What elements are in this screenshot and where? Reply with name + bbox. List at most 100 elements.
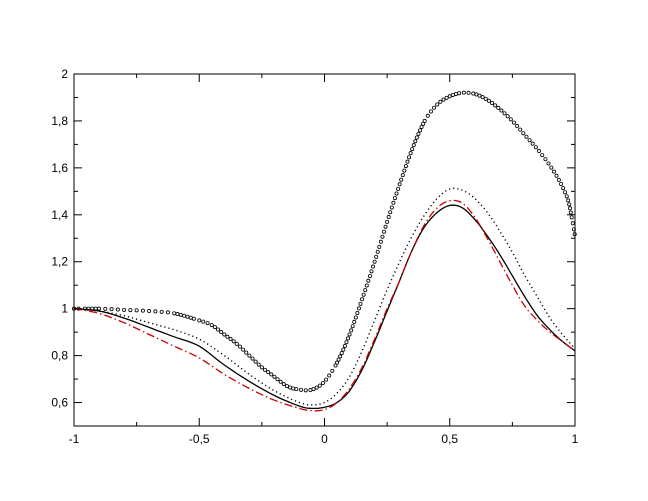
- data-point: [311, 387, 316, 392]
- data-point: [546, 161, 551, 166]
- data-point: [335, 360, 340, 365]
- data-point: [358, 301, 363, 306]
- data-point: [288, 385, 293, 390]
- data-point: [219, 330, 224, 335]
- data-point: [435, 102, 440, 107]
- data-point: [244, 350, 249, 355]
- data-point: [397, 182, 402, 187]
- data-point: [153, 309, 158, 314]
- data-point: [499, 108, 504, 113]
- data-point: [330, 368, 335, 373]
- data-point: [216, 327, 221, 332]
- x-tick-label: 0: [321, 432, 328, 446]
- data-point: [457, 91, 462, 96]
- data-point: [567, 202, 572, 207]
- data-point: [128, 308, 133, 313]
- y-tick-label: 1,4: [51, 208, 68, 222]
- data-point: [360, 297, 365, 302]
- data-point: [182, 313, 187, 318]
- data-point: [231, 339, 236, 344]
- data-point: [383, 224, 388, 229]
- y-tick-label: 1,8: [51, 114, 68, 128]
- data-point: [263, 367, 268, 372]
- data-point: [450, 92, 455, 97]
- data-point: [361, 292, 366, 297]
- data-point: [490, 100, 495, 105]
- data-point: [502, 111, 507, 116]
- data-point: [134, 308, 139, 313]
- data-point: [209, 323, 214, 328]
- data-point: [122, 307, 127, 312]
- data-point: [444, 95, 449, 100]
- series-line-dotted: [73, 187, 576, 406]
- data-point: [533, 145, 538, 150]
- data-point: [336, 357, 341, 362]
- data-point: [483, 96, 488, 101]
- data-point: [333, 363, 338, 368]
- data-point: [341, 347, 346, 352]
- data-point: [392, 196, 397, 201]
- data-point: [561, 186, 566, 191]
- data-point: [103, 306, 108, 311]
- data-point: [201, 319, 206, 324]
- data-point: [570, 221, 575, 226]
- data-point: [97, 306, 102, 311]
- data-point: [109, 307, 114, 312]
- data-point: [222, 332, 227, 337]
- data-point: [477, 93, 482, 98]
- data-point: [375, 249, 380, 254]
- data-point: [405, 159, 410, 164]
- data-point: [175, 312, 180, 317]
- data-point: [461, 90, 466, 95]
- data-point: [505, 114, 510, 119]
- data-point: [275, 377, 280, 382]
- data-point: [314, 385, 319, 390]
- data-point: [402, 168, 407, 173]
- y-tick-label: 2: [61, 67, 68, 81]
- data-point: [281, 382, 286, 387]
- series-circles: [72, 90, 577, 393]
- data-point: [403, 164, 408, 169]
- data-point: [466, 90, 471, 95]
- data-point: [234, 341, 239, 346]
- data-point: [356, 306, 361, 311]
- data-point: [454, 91, 459, 96]
- y-tick-label: 1,6: [51, 161, 68, 175]
- data-point: [425, 113, 430, 118]
- data-point: [421, 121, 426, 126]
- data-point: [350, 324, 355, 329]
- data-point: [554, 173, 559, 178]
- data-point: [159, 309, 164, 314]
- data-point: [559, 181, 564, 186]
- data-point: [372, 259, 377, 264]
- data-point: [338, 354, 343, 359]
- data-point: [530, 141, 535, 146]
- data-point: [308, 388, 313, 393]
- series-line-solid: [73, 204, 576, 410]
- data-point: [352, 319, 357, 324]
- data-point: [496, 105, 501, 110]
- y-tick-label: 1,2: [51, 255, 68, 269]
- data-point: [396, 186, 401, 191]
- data-point: [388, 210, 393, 215]
- data-point: [191, 316, 196, 321]
- data-point: [212, 325, 217, 330]
- data-point: [140, 308, 145, 313]
- data-point: [347, 332, 352, 337]
- data-point: [380, 234, 385, 239]
- data-point: [349, 328, 354, 333]
- x-tick-label: -1: [69, 432, 80, 446]
- data-point: [408, 151, 413, 156]
- data-point: [411, 143, 416, 148]
- data-point: [537, 149, 542, 154]
- data-point: [115, 307, 120, 312]
- data-point: [291, 386, 296, 391]
- data-point: [266, 370, 271, 375]
- data-point: [228, 337, 233, 342]
- data-point: [355, 310, 360, 315]
- data-point: [386, 215, 391, 220]
- data-point: [377, 244, 382, 249]
- data-point: [521, 131, 526, 136]
- data-point: [418, 128, 423, 133]
